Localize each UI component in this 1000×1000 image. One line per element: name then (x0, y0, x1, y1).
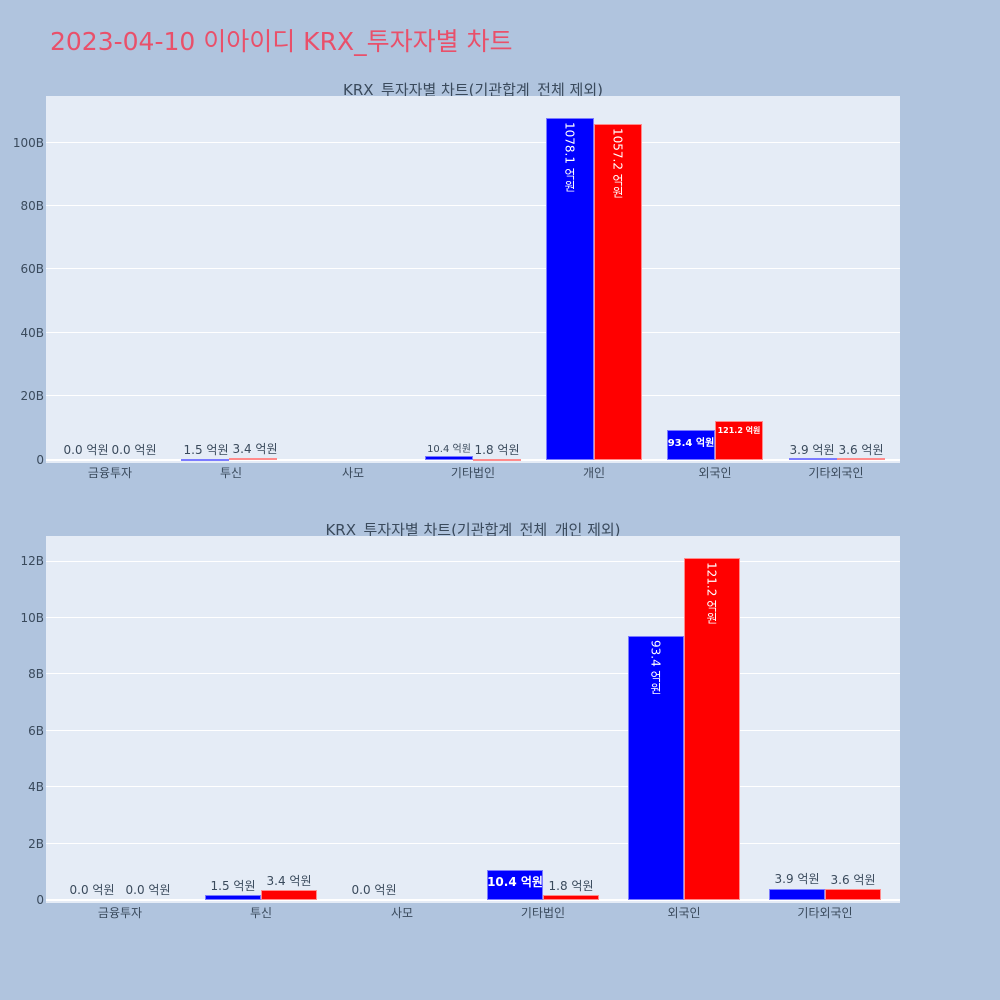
gridline (46, 142, 900, 143)
chart-2-plot-area[interactable]: 0.0 억원 0.0 억원 1.5 억원 3.4 억원 0.0 억원 10.4 … (46, 536, 900, 903)
x-tick: 외국인 (698, 466, 732, 480)
bar-label: 0.0 억원 (125, 883, 171, 897)
bar-label: 1057.2 억원 (610, 128, 625, 198)
bar-sell-개인[interactable] (594, 124, 642, 460)
x-tick: 개인 (582, 466, 606, 480)
gridline (46, 786, 900, 787)
x-tick: 투신 (219, 466, 243, 480)
bar-buy-투신[interactable] (181, 459, 229, 461)
x-tick: 투신 (249, 906, 273, 920)
bar-label: 0.0 억원 (111, 443, 157, 457)
y-tick: 4B (28, 780, 44, 794)
y-tick: 10B (20, 611, 44, 625)
y-tick: 20B (20, 389, 44, 403)
bar-label: 1.8 억원 (548, 879, 594, 893)
bar-sell-투신[interactable] (261, 890, 317, 900)
bar-label: 10.4 억원 (487, 875, 543, 889)
bar-buy-기타법인[interactable] (425, 456, 473, 460)
y-tick: 60B (20, 262, 44, 276)
y-tick: 6B (28, 724, 44, 738)
chart-1-title: KRX_투자자별 차트(기관합계_전체 제외) (343, 81, 603, 99)
gridline (46, 617, 900, 618)
bar-buy-기타외국인[interactable] (789, 458, 837, 460)
x-tick: 금융투자 (97, 906, 143, 920)
bar-sell-기타외국인[interactable] (837, 458, 885, 460)
bar-buy-개인[interactable] (546, 118, 594, 460)
chart-2-title: KRX_투자자별 차트(기관합계_전체_개인 제외) (325, 521, 621, 539)
zero-line (46, 899, 900, 901)
gridline (46, 561, 900, 562)
x-tick: 사모 (341, 466, 365, 480)
bar-sell-외국인[interactable] (715, 421, 763, 460)
gridline (46, 395, 900, 396)
bar-label: 1078.1 억원 (562, 122, 577, 192)
bar-sell-기타법인[interactable] (543, 895, 599, 900)
bar-label: 1.8 억원 (474, 443, 520, 457)
bar-sell-투신[interactable] (229, 458, 277, 460)
x-tick: 사모 (390, 906, 414, 920)
bar-sell-기타법인[interactable] (473, 459, 521, 461)
bar-buy-기타법인[interactable] (487, 870, 543, 900)
bar-label: 3.9 억원 (774, 872, 820, 886)
bar-label: 121.2 억원 (704, 562, 719, 625)
gridline (46, 730, 900, 731)
gridline (46, 843, 900, 844)
bar-label: 0.0 억원 (69, 883, 115, 897)
x-tick: 기타외국인 (797, 906, 853, 920)
bar-label: 0.0 억원 (63, 443, 109, 457)
bar-label: 10.4 억원 (427, 444, 471, 455)
page-title: 2023-04-10 이아이디 KRX_투자자별 차트 (50, 27, 513, 56)
y-tick: 8B (28, 667, 44, 681)
bar-label: 3.4 억원 (266, 874, 312, 888)
bar-label: 121.2 억원 (717, 426, 761, 435)
y-tick: 40B (20, 326, 44, 340)
y-tick: 0 (36, 453, 44, 467)
bar-buy-외국인[interactable] (628, 636, 684, 900)
bar-label: 1.5 억원 (210, 879, 256, 893)
y-tick: 12B (20, 554, 44, 568)
bar-sell-기타외국인[interactable] (825, 889, 881, 900)
x-tick: 기타법인 (520, 906, 566, 920)
y-tick: 2B (28, 837, 44, 851)
bar-label: 3.6 억원 (838, 443, 884, 457)
x-tick: 기타외국인 (808, 466, 864, 480)
x-tick: 금융투자 (87, 466, 133, 480)
bar-sell-외국인[interactable] (684, 558, 740, 900)
bar-label: 0.0 억원 (351, 883, 397, 897)
chart-1-plot-area[interactable]: 0.0 억원 0.0 억원 1.5 억원 3.4 억원 10.4 억원 1.8 … (46, 96, 900, 463)
bar-label: 3.9 억원 (789, 443, 835, 457)
bar-label: 1.5 억원 (183, 443, 229, 457)
y-tick: 80B (20, 199, 44, 213)
y-tick: 100B (12, 136, 44, 150)
x-tick: 기타법인 (450, 466, 496, 480)
bar-label: 3.6 억원 (830, 873, 876, 887)
bar-label: 3.4 억원 (232, 442, 278, 456)
bar-buy-기타외국인[interactable] (769, 889, 825, 900)
gridline (46, 673, 900, 674)
bar-buy-투신[interactable] (205, 895, 261, 900)
gridline (46, 205, 900, 206)
bar-label: 93.4 억원 (667, 438, 715, 449)
bar-buy-외국인[interactable] (667, 430, 715, 460)
gridline (46, 332, 900, 333)
bar-label: 93.4 억원 (648, 640, 663, 695)
y-tick: 0 (36, 893, 44, 907)
gridline (46, 268, 900, 269)
x-tick: 외국인 (667, 906, 701, 920)
